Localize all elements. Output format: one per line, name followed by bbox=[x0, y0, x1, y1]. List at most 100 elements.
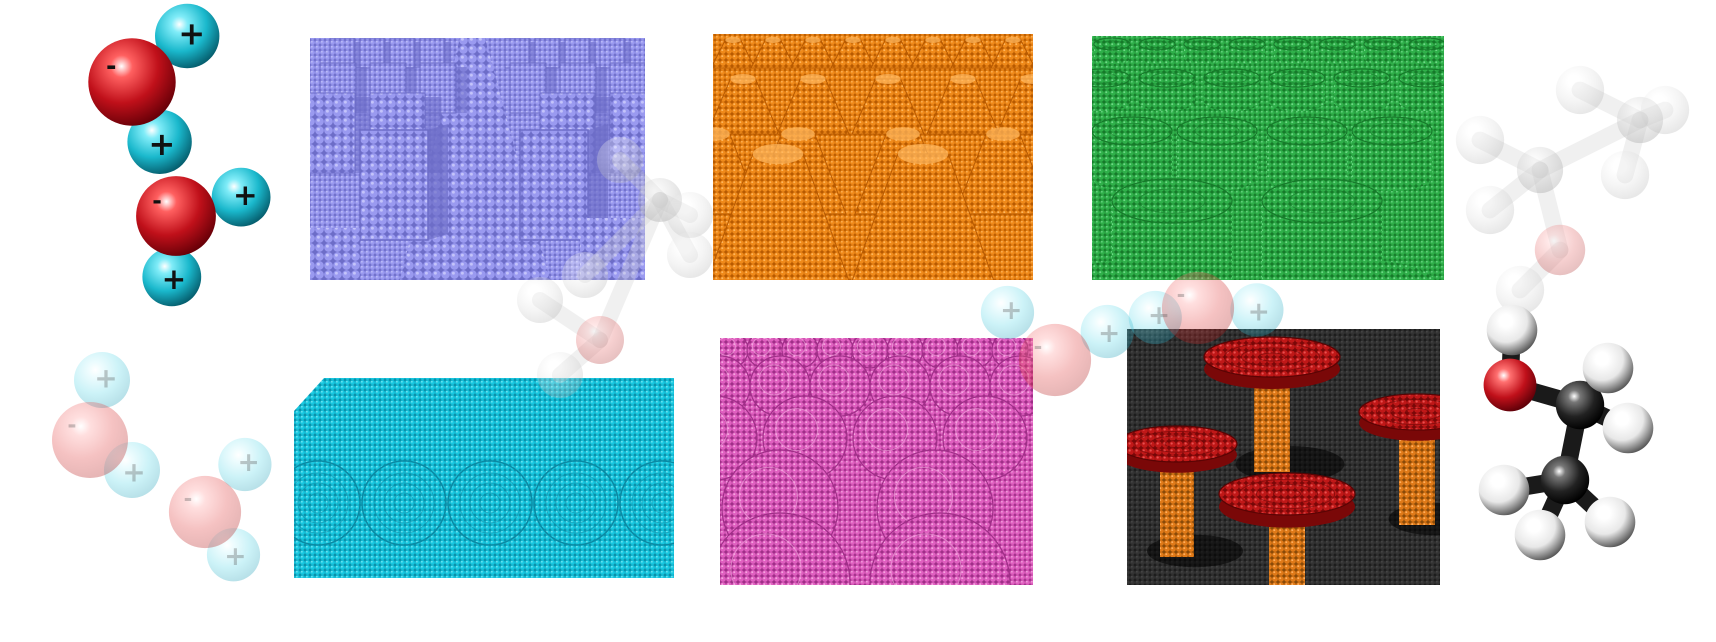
negative-charge-label: - bbox=[1034, 335, 1043, 359]
cylinder-top bbox=[1318, 37, 1356, 51]
cylinder-ring bbox=[1151, 72, 1183, 84]
panel-mushrooms bbox=[1127, 329, 1440, 585]
carbon-atom bbox=[1555, 380, 1605, 430]
cylinder-base bbox=[1334, 93, 1390, 111]
cylinder-ring bbox=[1371, 40, 1393, 48]
positive-charge-label: + bbox=[1098, 318, 1120, 349]
dome bbox=[720, 395, 758, 481]
oxygen-atom bbox=[52, 402, 128, 478]
pillar-side bbox=[624, 42, 632, 68]
cylinder-base bbox=[1352, 163, 1432, 191]
mushroom-cap-ring bbox=[1255, 484, 1319, 504]
ridge-ring bbox=[294, 472, 349, 534]
cylinder-top bbox=[1351, 116, 1433, 146]
cylinder-ring bbox=[1288, 188, 1356, 214]
water-molecule: -++ bbox=[88, 3, 220, 174]
pillar-side bbox=[529, 42, 537, 68]
hydrogen-atom bbox=[1486, 304, 1538, 356]
positive-charge-label: + bbox=[122, 456, 145, 489]
negative-charge-label: - bbox=[184, 487, 193, 511]
cone-top bbox=[725, 36, 741, 44]
hydrogen-atom bbox=[562, 252, 608, 298]
dome-ring bbox=[856, 338, 876, 356]
panel-cones bbox=[713, 34, 1033, 280]
ridge-ring bbox=[469, 482, 511, 524]
pillar-side bbox=[646, 67, 657, 113]
hydrogen-atom bbox=[597, 137, 643, 183]
faded-molecules-layer: -++-++ bbox=[52, 65, 1690, 582]
square-pillar bbox=[519, 129, 589, 241]
positive-charge-label: + bbox=[148, 125, 175, 163]
ridge-ring bbox=[383, 482, 425, 524]
cone-top bbox=[1020, 73, 1033, 85]
ethanol-molecule bbox=[1455, 65, 1690, 315]
solid-molecules-layer: -++- ++ bbox=[88, 3, 1654, 561]
water-molecule: -++ bbox=[1128, 271, 1284, 345]
dome-ring bbox=[821, 338, 841, 356]
panel-ridges bbox=[294, 378, 674, 578]
cylinder-top bbox=[1228, 37, 1266, 51]
cylinder-ring bbox=[1216, 72, 1248, 84]
cone-top bbox=[950, 73, 976, 85]
cone-top bbox=[752, 143, 804, 165]
dome-ring bbox=[955, 408, 999, 452]
cylinder-top bbox=[1273, 37, 1311, 51]
hydrogen-atom bbox=[1584, 496, 1636, 548]
mushroom-cap-ring bbox=[1257, 352, 1287, 362]
ridge-ring bbox=[393, 492, 415, 514]
cylinder-ring bbox=[1101, 40, 1123, 48]
mushroom-cap-ring bbox=[1272, 489, 1302, 499]
mushroom-cap bbox=[1358, 393, 1440, 431]
cylinder-top bbox=[1092, 68, 1131, 88]
dome-ring bbox=[938, 364, 970, 396]
cylinder-top bbox=[1333, 68, 1391, 88]
hydrogen-atom bbox=[142, 247, 202, 307]
positive-charge-label: + bbox=[1000, 295, 1022, 326]
carbon-atom bbox=[1516, 146, 1564, 194]
cylinder-ring bbox=[1284, 122, 1330, 140]
cylinder-top bbox=[1138, 37, 1176, 51]
cylinder-base bbox=[1184, 52, 1220, 64]
negative-charge-label: - bbox=[67, 414, 76, 439]
mushroom-cap-ring bbox=[1240, 347, 1304, 367]
oxygen-atom bbox=[88, 38, 176, 126]
overlay-molecules-layer: -++-+ + bbox=[517, 137, 1284, 398]
hydrogen-atom bbox=[1455, 115, 1505, 165]
cylinder-ring bbox=[1138, 188, 1206, 214]
pillar-side bbox=[384, 42, 392, 68]
dome-ring bbox=[775, 408, 819, 452]
dome-ring bbox=[758, 364, 790, 396]
mushroom-stem bbox=[1399, 430, 1435, 525]
positive-charge-label: + bbox=[1248, 296, 1270, 327]
dome-ring bbox=[786, 338, 806, 356]
mushroom-stem bbox=[1269, 515, 1305, 585]
cylinder-ring bbox=[1194, 122, 1240, 140]
ridge-end bbox=[619, 460, 674, 546]
hydrogen-atom bbox=[127, 109, 192, 174]
positive-charge-label: + bbox=[162, 262, 187, 296]
cone-top bbox=[886, 127, 920, 141]
cylinder-top bbox=[1183, 37, 1221, 51]
cylinder-top bbox=[1203, 68, 1261, 88]
hydrogen-atom bbox=[537, 352, 583, 398]
dome-ring bbox=[996, 338, 1016, 356]
cylinder-ring bbox=[1236, 40, 1258, 48]
dome-ring bbox=[751, 338, 771, 356]
pillar-side bbox=[596, 67, 607, 113]
water-molecule: -++ bbox=[168, 437, 272, 582]
oxygen-atom bbox=[1483, 358, 1537, 412]
cone-top bbox=[845, 36, 861, 44]
cylinder-base bbox=[1092, 93, 1130, 111]
cone-top bbox=[765, 36, 781, 44]
hydrogen-atom bbox=[517, 277, 563, 323]
dome-ring bbox=[878, 364, 910, 396]
pillar-side bbox=[428, 124, 448, 240]
ridge-base bbox=[294, 543, 674, 578]
cylinder-base bbox=[1229, 52, 1265, 64]
water-molecule: -++ bbox=[136, 167, 271, 307]
hydrogen-atom bbox=[1555, 65, 1605, 115]
positive-charge-label: + bbox=[224, 541, 246, 572]
hydrogen-atom bbox=[1640, 85, 1690, 135]
dome-ring bbox=[926, 338, 946, 356]
